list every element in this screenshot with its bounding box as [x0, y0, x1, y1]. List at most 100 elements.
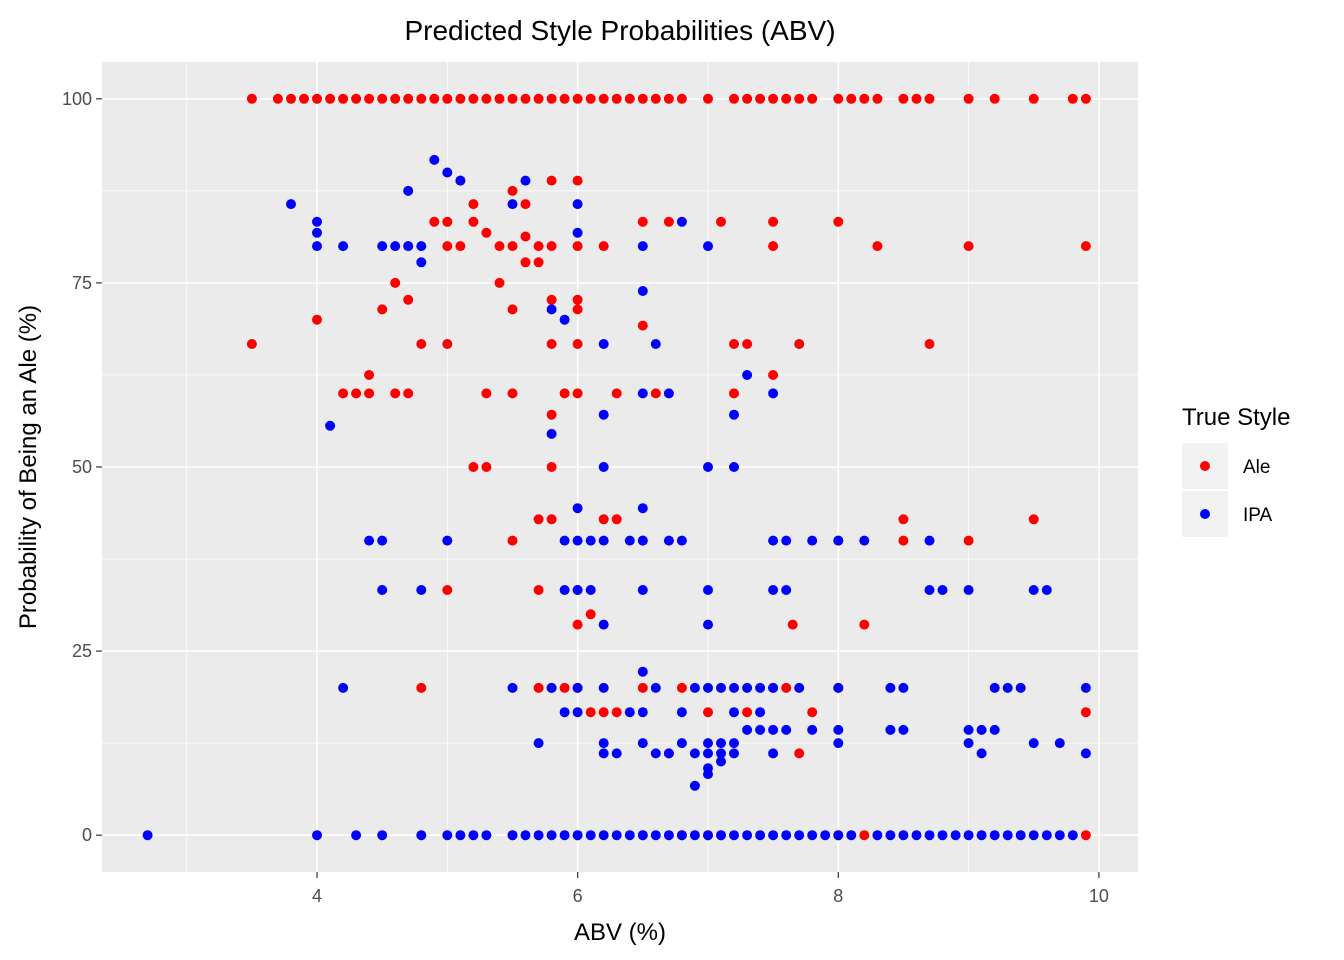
data-point-ipa [1028, 830, 1039, 841]
data-point-ipa [976, 724, 987, 735]
data-point-ipa [377, 535, 388, 546]
data-point-ipa [1067, 830, 1078, 841]
data-point-ale [1028, 93, 1039, 104]
data-point-ale [533, 514, 544, 525]
data-point-ale [377, 304, 388, 315]
data-point-ale [416, 682, 427, 693]
data-point-ipa [572, 503, 583, 514]
data-point-ale [546, 175, 557, 186]
y-axis-title: Probability of Being an Ale (%) [15, 305, 42, 629]
data-point-ipa [755, 707, 766, 718]
data-point-ipa [572, 682, 583, 693]
data-point-ale [794, 339, 805, 349]
data-point-ipa [885, 724, 896, 735]
data-point-ale [546, 294, 557, 305]
data-point-ipa [455, 830, 466, 841]
data-point-ipa [1015, 682, 1026, 693]
data-point-ipa [1080, 682, 1091, 693]
data-point-ipa [703, 769, 713, 780]
data-point-ipa [377, 241, 388, 252]
data-point-ale [429, 216, 440, 227]
data-point-ipa [585, 830, 596, 841]
data-point-ale [442, 585, 453, 595]
data-point-ale [637, 682, 648, 693]
data-point-ipa [911, 830, 922, 841]
data-point-ipa [468, 830, 479, 841]
data-point-ipa [924, 535, 935, 546]
data-point-ipa [729, 462, 739, 472]
data-point-ipa [937, 585, 948, 595]
y-tick-label: 75 [72, 273, 92, 293]
data-point-ale [768, 93, 779, 104]
data-point-ipa [898, 830, 909, 841]
data-point-ipa [729, 748, 739, 759]
data-point-ale [872, 93, 883, 104]
data-point-ipa [572, 830, 583, 841]
data-point-ipa [598, 682, 609, 693]
data-point-ale [859, 93, 870, 104]
data-point-ipa [689, 780, 700, 791]
data-point-ipa [781, 535, 792, 546]
data-point-ipa [768, 830, 779, 841]
data-point-ale [898, 535, 909, 546]
data-point-ipa [742, 682, 753, 693]
data-point-ipa [572, 585, 583, 595]
data-point-ipa [768, 535, 779, 546]
data-point-ipa [833, 738, 844, 749]
data-point-ale [1028, 514, 1039, 525]
data-point-ale [246, 93, 257, 104]
data-point-ipa [390, 241, 401, 252]
data-point-ipa [833, 535, 844, 546]
data-point-ipa [572, 199, 583, 210]
data-point-ipa [546, 428, 557, 439]
data-point-ipa [546, 304, 557, 315]
data-point-ipa [624, 535, 635, 546]
data-point-ipa [820, 830, 831, 841]
data-point-ipa [325, 420, 336, 431]
data-point-ale [403, 93, 414, 104]
data-point-ipa [637, 585, 648, 595]
data-point-ipa [807, 830, 818, 841]
data-point-ale [442, 241, 453, 252]
data-point-ale [572, 294, 583, 305]
data-point-ipa [963, 585, 974, 595]
data-point-ale [742, 339, 753, 349]
data-point-ipa [377, 585, 388, 595]
x-axis: 4 6 8 10 [312, 872, 1109, 906]
data-point-ale [898, 514, 909, 525]
data-point-ipa [312, 227, 322, 238]
data-point-ale [572, 619, 583, 630]
data-point-ipa [442, 167, 453, 178]
data-point-ale [924, 93, 935, 104]
data-point-ipa [598, 535, 609, 546]
data-point-ipa [1028, 738, 1039, 749]
data-point-ipa [650, 682, 661, 693]
data-point-ipa [716, 830, 726, 841]
x-tick-label: 8 [833, 886, 843, 906]
data-point-ipa [338, 682, 349, 693]
data-point-ipa [716, 682, 726, 693]
data-point-ipa [403, 185, 414, 196]
data-point-ipa [781, 724, 792, 735]
data-point-ipa [1054, 738, 1065, 749]
data-point-ipa [1041, 830, 1052, 841]
chart-title: Predicted Style Probabilities (ABV) [404, 15, 835, 46]
data-point-ipa [729, 738, 739, 749]
data-point-ale [312, 93, 322, 104]
data-point-ipa [377, 830, 388, 841]
data-point-ale [963, 93, 974, 104]
data-point-ipa [963, 830, 974, 841]
data-point-ipa [976, 748, 987, 759]
data-point-ale [729, 388, 739, 399]
gridlines [102, 62, 1138, 872]
data-point-ipa [898, 724, 909, 735]
data-point-ale [507, 388, 518, 399]
data-point-ipa [924, 585, 935, 595]
data-point-ale [729, 339, 739, 349]
data-point-ipa [559, 830, 570, 841]
data-point-ale [559, 93, 570, 104]
data-point-ipa [598, 462, 609, 472]
data-point-ipa [533, 738, 544, 749]
data-point-ale [650, 388, 661, 399]
